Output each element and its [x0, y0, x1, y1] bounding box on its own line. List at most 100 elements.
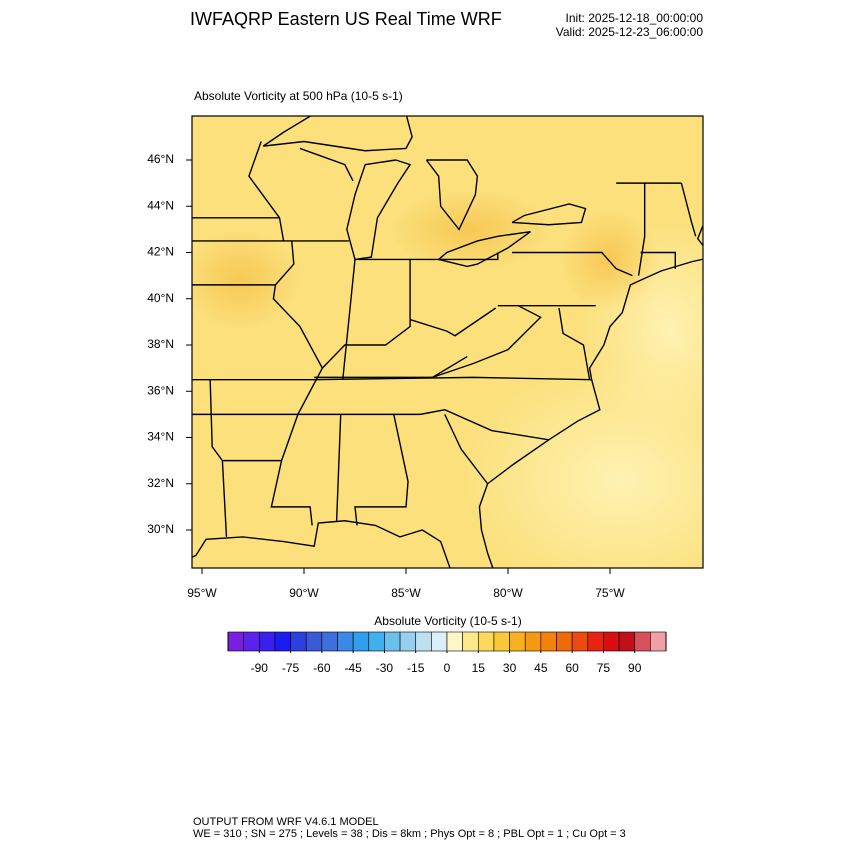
colorbar-box	[352, 631, 370, 652]
geo-boundary	[438, 230, 531, 268]
colorbar-box	[650, 631, 667, 652]
map-field	[192, 116, 703, 568]
geo-boundary	[192, 520, 451, 568]
colorbar-box	[509, 631, 526, 652]
lat-tick-label: 38°N	[147, 337, 174, 351]
geo-boundary	[680, 182, 697, 237]
lon-tick-label: 90°W	[289, 586, 319, 600]
colorbar-tick-label: 0	[444, 661, 451, 675]
lat-tick-label: 36°N	[147, 383, 174, 397]
title: IWFAQRP Eastern US Real Time WRF	[190, 9, 502, 29]
colorbar-box	[305, 631, 323, 652]
geo-boundary	[192, 376, 592, 381]
axes: 46°N 44°N 42°N 40°N 38°N 36°N 34°N 32°N 30°N 95°W…	[147, 152, 625, 600]
colorbar-box	[603, 631, 620, 652]
colorbar-box	[587, 631, 604, 652]
geo-boundary	[425, 159, 479, 231]
colorbar-box	[618, 631, 636, 652]
valid-time: Valid: 2025-12-23_06:00:00	[556, 25, 704, 39]
footer-line: OUTPUT FROM WRF V4.6.1 MODEL	[193, 816, 379, 828]
geo-boundary	[512, 251, 633, 277]
geo-boundary	[274, 240, 295, 286]
lat-tick-label: 40°N	[147, 291, 174, 305]
geo-boundary	[432, 305, 542, 379]
colorbar-tick-label: 60	[565, 661, 579, 675]
geo-boundary	[270, 414, 313, 526]
colorbar-box	[337, 631, 354, 652]
colorbar-tick-label: 45	[534, 661, 548, 675]
colorbar-box	[540, 631, 557, 652]
colorbar-box	[384, 631, 401, 652]
lon-tick-label: 75°W	[595, 586, 625, 600]
geo-boundary	[299, 147, 354, 182]
boundaries	[192, 116, 703, 568]
geo-boundary	[558, 307, 591, 380]
geo-boundary	[409, 307, 497, 337]
lat-tick-label: 30°N	[147, 522, 174, 536]
geo-boundary	[314, 355, 468, 379]
colorbar-box	[415, 631, 432, 652]
colorbar-tick-label: 15	[472, 661, 486, 675]
colorbar-tick-label: 75	[597, 661, 611, 675]
geo-boundary	[354, 414, 409, 526]
colorbar-tick-label: -45	[344, 661, 362, 675]
lat-tick-label: 42°N	[147, 245, 174, 259]
geo-boundary	[335, 414, 342, 521]
colorbar-box	[462, 631, 479, 652]
colorbar-box	[227, 631, 244, 652]
colorbar-box	[634, 631, 651, 652]
geo-boundary	[640, 251, 676, 269]
colorbar-box	[258, 631, 276, 652]
geo-boundary	[342, 259, 356, 380]
colorbar-title: Absolute Vorticity (10-5 s-1)	[374, 614, 521, 628]
colorbar-tick-label: 90	[628, 661, 642, 675]
colorbar-box	[524, 631, 542, 652]
lat-tick-label: 46°N	[147, 152, 174, 166]
lat-tick-label: 32°N	[147, 476, 174, 490]
colorbar-tick-label: -90	[251, 661, 269, 675]
colorbar-tick-label: -30	[376, 661, 394, 675]
init-time: Init: 2025-12-18_00:00:00	[566, 11, 704, 25]
geo-boundary	[262, 116, 413, 152]
geo-boundary	[355, 252, 499, 261]
colorbar-box	[571, 631, 589, 652]
map-frame	[191, 115, 704, 569]
lon-tick-label: 95°W	[187, 586, 217, 600]
colorbar-box	[243, 631, 260, 652]
geo-boundary	[478, 223, 703, 568]
colorbar-tick-label: -15	[407, 661, 425, 675]
geo-boundary	[192, 409, 549, 441]
lat-tick-label: 44°N	[147, 198, 174, 212]
geo-boundary	[248, 141, 285, 242]
colorbar-box	[399, 631, 417, 652]
field-shade	[192, 230, 300, 330]
colorbar-box	[321, 631, 338, 652]
colorbar-box	[556, 631, 573, 652]
geo-boundary	[511, 203, 587, 226]
lat-tick-label: 34°N	[147, 430, 174, 444]
colorbar-box	[477, 631, 495, 652]
colorbar-box	[290, 631, 307, 652]
geo-boundary	[346, 159, 412, 261]
colorbar: -90 -75 -60 -45 -30 -15 0 15 30 45 60 75 90	[227, 631, 667, 675]
field-shade	[390, 190, 550, 270]
colorbar-tick-label: -75	[282, 661, 300, 675]
colorbar-box	[368, 631, 385, 652]
geo-boundary	[637, 183, 646, 276]
map-title: Absolute Vorticity at 500 hPa (10-5 s-1)	[194, 89, 403, 103]
geo-boundary	[444, 414, 489, 485]
field-shade	[560, 210, 660, 310]
lon-tick-label: 80°W	[493, 586, 523, 600]
lon-tick-label: 85°W	[391, 586, 421, 600]
colorbar-box	[446, 631, 463, 652]
colorbar-box	[274, 631, 291, 652]
colorbar-box	[493, 631, 510, 652]
colorbar-tick-label: -60	[313, 661, 331, 675]
colorbar-tick-label: 30	[503, 661, 517, 675]
colorbar-box	[431, 631, 448, 652]
geo-boundary	[321, 319, 411, 369]
footer-line: WE = 310 ; SN = 275 ; Levels = 38 ; Dis …	[193, 828, 626, 840]
geo-boundary	[209, 379, 228, 537]
